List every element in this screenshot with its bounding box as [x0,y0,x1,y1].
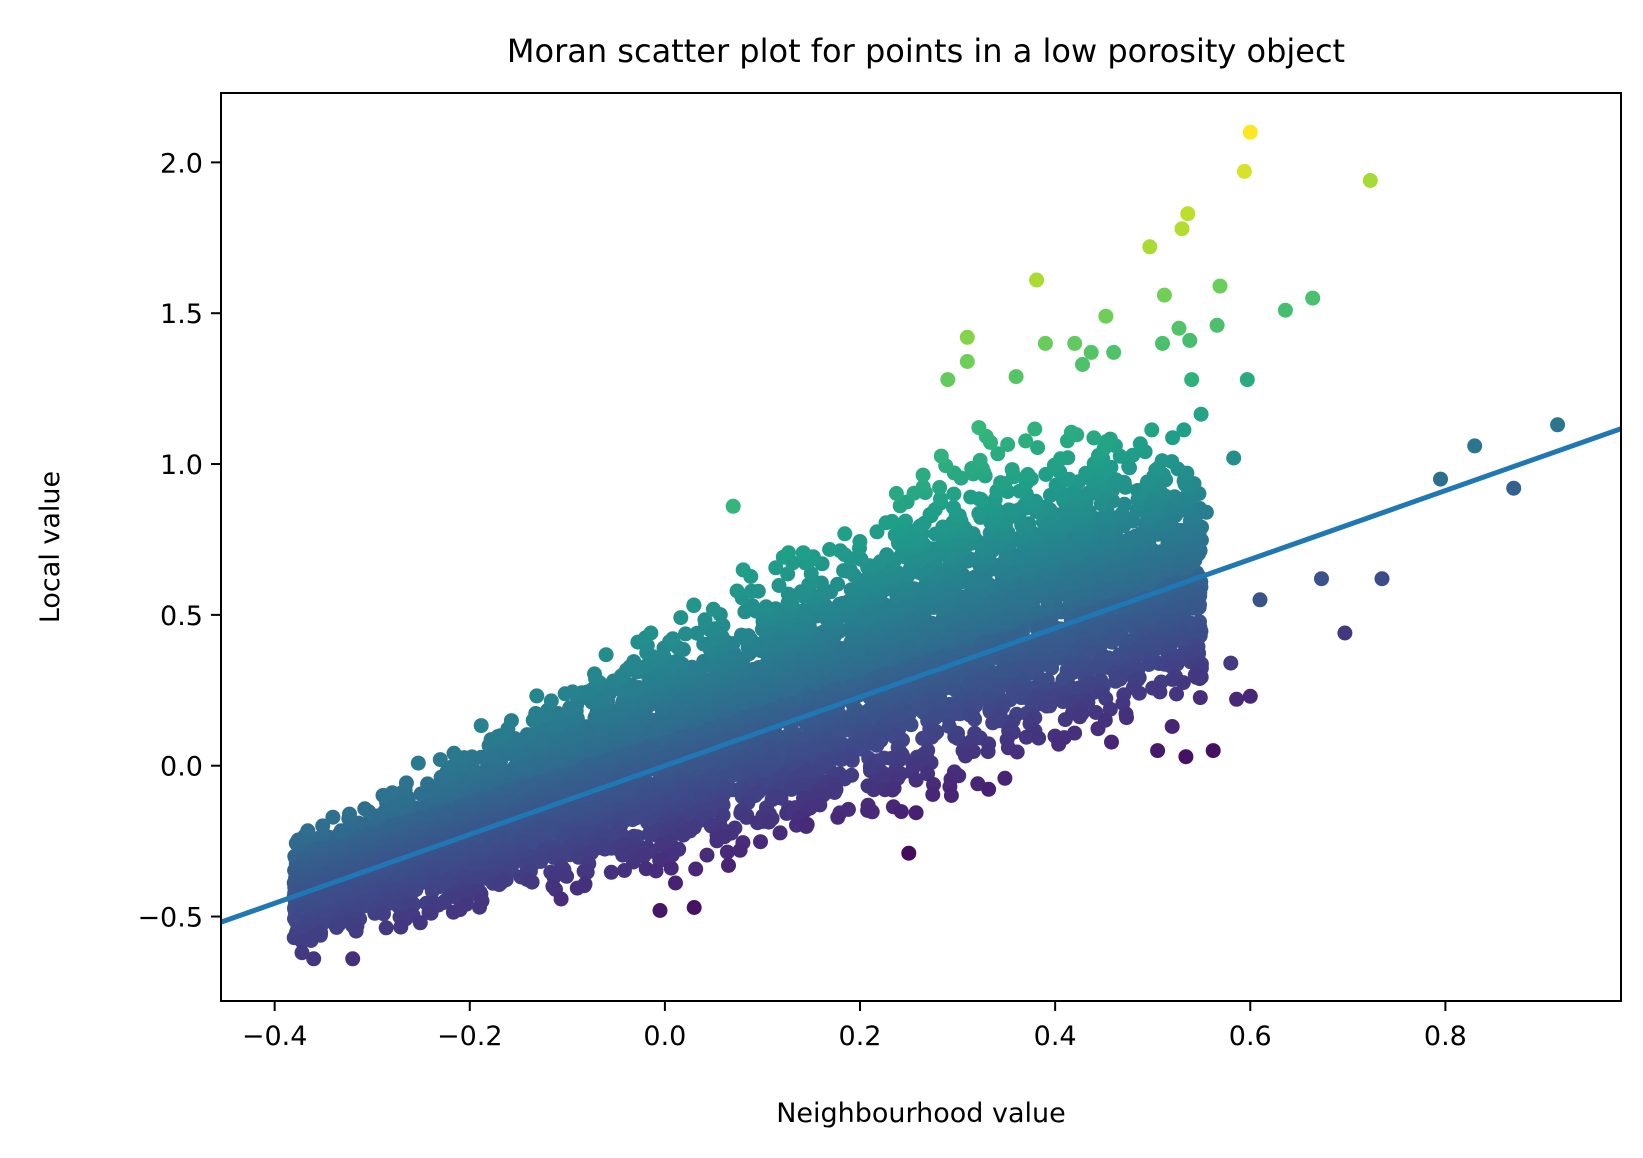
scatter-point [300,823,316,839]
scatter-point [528,706,544,721]
scatter-point [398,775,414,791]
scatter-point [333,823,349,839]
scatter-point [1506,480,1522,496]
scatter-point [325,809,341,825]
scatter-point [1252,592,1268,608]
scatter-point [1314,571,1329,587]
chart-title: Moran scatter plot for points in a low p… [507,32,1345,70]
scatter-point [1550,417,1566,433]
scatter-point [1467,438,1483,454]
scatter-point [357,801,373,817]
scatter-point [1104,634,1120,650]
scatter-point [410,755,426,771]
scatter-point [420,776,436,792]
scatter-point [375,787,391,803]
scatter-point [1191,600,1207,615]
scatter-point [1433,471,1448,487]
scatter-point [1374,571,1390,587]
scatter-point [432,752,448,768]
scatter-points [286,124,1566,967]
scatter-point [503,713,519,729]
scatter-point [446,745,462,761]
scatter-point [342,806,357,822]
plot-area [220,92,1622,1002]
